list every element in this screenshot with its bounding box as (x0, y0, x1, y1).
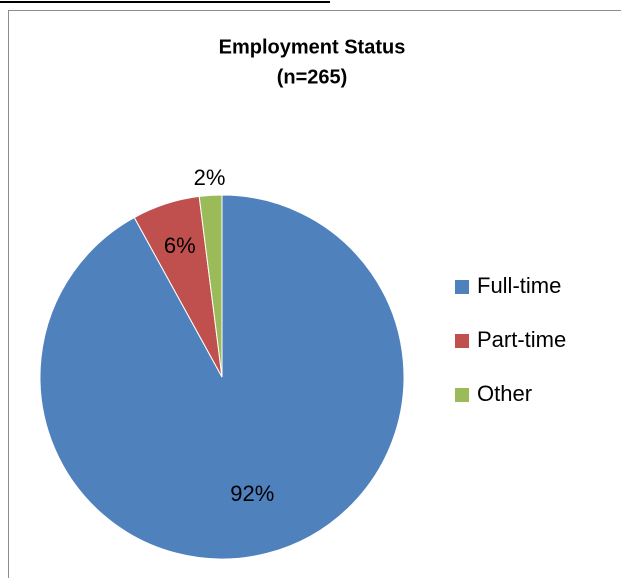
legend-swatch (455, 388, 469, 402)
legend-label: Full-time (477, 273, 561, 298)
chart-subtitle: (n=265) (277, 66, 348, 88)
data-label: 6% (164, 233, 196, 258)
pie-slice (198, 194, 223, 378)
legend-swatch (455, 280, 469, 294)
chart-title: Employment Status (219, 36, 406, 58)
legend-label: Part-time (477, 327, 566, 352)
data-label: 2% (194, 165, 226, 190)
data-label: 92% (230, 481, 274, 506)
legend-label: Other (477, 381, 532, 406)
legend-swatch (455, 334, 469, 348)
